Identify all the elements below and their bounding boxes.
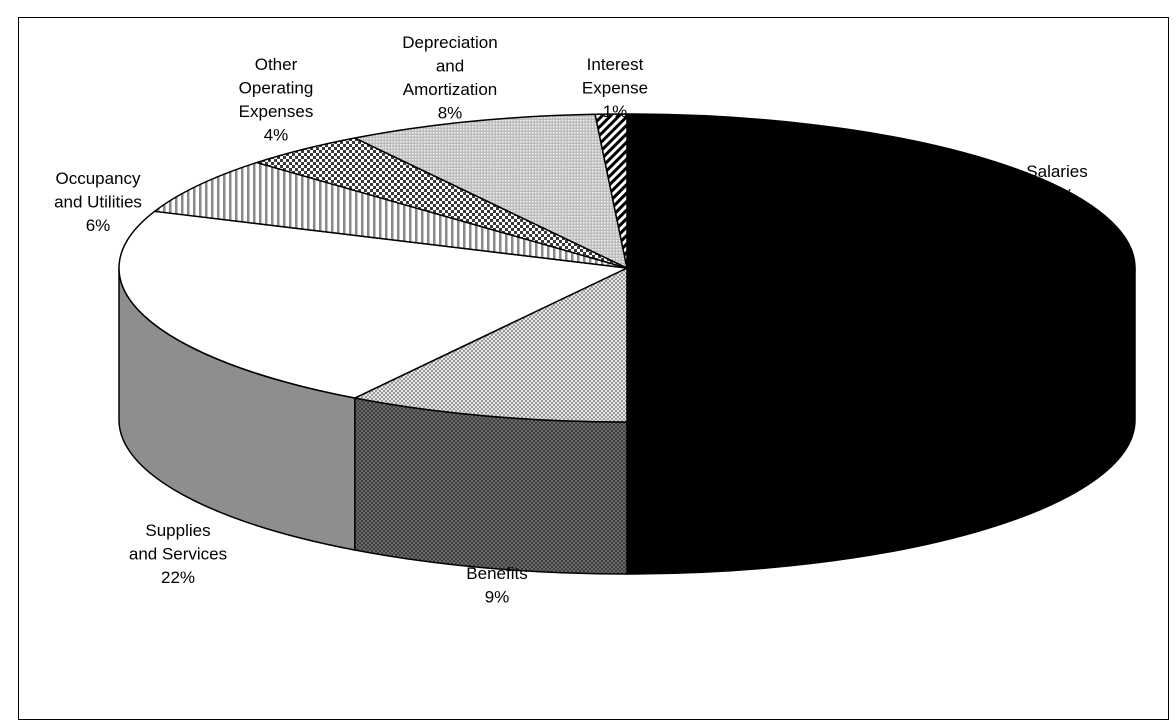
label-occupancy-and-utilities: Occupancy and Utilities 6%	[54, 169, 142, 235]
slice-interest-expense	[594, 113, 628, 269]
label-percent: 6%	[86, 216, 111, 235]
label-line: and	[436, 57, 464, 76]
slice-occupancy-and-utilities	[153, 161, 628, 269]
label-line: and Utilities	[54, 193, 142, 212]
label-interest-expense: Interest Expense 1%	[582, 55, 648, 121]
label-percent: 50%	[1040, 186, 1074, 205]
slice-side-benefits	[354, 397, 628, 575]
label-salaries: Salaries 50%	[1026, 162, 1087, 205]
label-line: Supplies	[145, 521, 210, 540]
label-line: Expense	[582, 79, 648, 98]
label-line: Amortization	[403, 80, 497, 99]
slice-benefits	[354, 267, 628, 423]
label-percent: 9%	[485, 588, 510, 607]
label-line: Operating	[239, 79, 314, 98]
label-line: Expenses	[239, 102, 314, 121]
slice-depreciation-and-amortization	[354, 113, 628, 269]
label-line: Other	[255, 55, 298, 74]
label-supplies-and-services: Supplies and Services 22%	[129, 521, 227, 587]
label-percent: 22%	[161, 568, 195, 587]
label-percent: 1%	[603, 102, 628, 121]
label-line: Benefits	[466, 564, 527, 583]
pie-labels: Salaries 50% Benefits 9% Supplies and Service…	[54, 33, 1088, 607]
chart-frame: Salaries 50% Benefits 9% Supplies and Service…	[18, 17, 1169, 720]
pie-chart: Salaries 50% Benefits 9% Supplies and Service…	[54, 33, 1136, 607]
label-line: Interest	[587, 55, 644, 74]
label-benefits: Benefits 9%	[466, 564, 527, 607]
label-percent: 8%	[438, 104, 463, 123]
slice-salaries	[626, 113, 1136, 423]
label-percent: 4%	[264, 126, 289, 145]
pie-slices	[118, 113, 1136, 575]
label-other-operating-expenses: Other Operating Expenses 4%	[239, 55, 314, 145]
label-line: Depreciation	[402, 33, 497, 52]
label-line: Salaries	[1026, 162, 1087, 181]
slice-supplies-and-services	[118, 210, 628, 399]
label-depreciation-and-amortization: Depreciation and Amortization 8%	[402, 33, 497, 123]
label-line: Occupancy	[55, 169, 141, 188]
label-line: and Services	[129, 545, 227, 564]
